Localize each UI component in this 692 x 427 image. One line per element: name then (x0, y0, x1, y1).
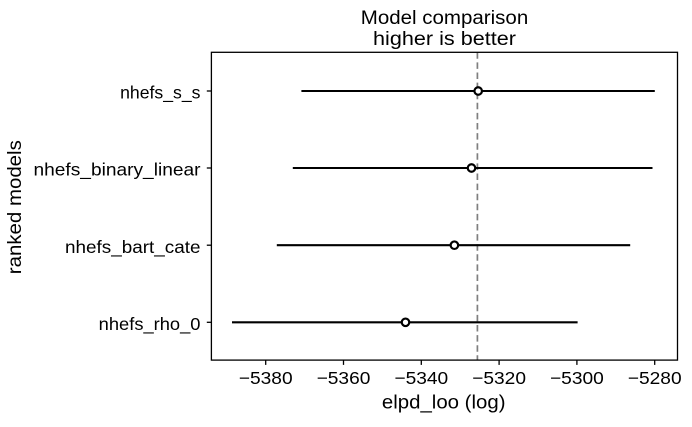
svg-text:nhefs_bart_cate: nhefs_bart_cate (65, 237, 201, 258)
svg-text:−5320: −5320 (472, 368, 526, 388)
svg-text:−5380: −5380 (239, 368, 293, 388)
svg-text:higher is better: higher is better (373, 29, 517, 50)
svg-text:−5300: −5300 (550, 368, 604, 388)
svg-text:nhefs_binary_linear: nhefs_binary_linear (34, 160, 201, 181)
svg-text:−5360: −5360 (317, 368, 371, 388)
svg-text:nhefs_rho_0: nhefs_rho_0 (99, 314, 201, 335)
svg-text:−5340: −5340 (394, 368, 448, 388)
svg-text:elpd_loo (log): elpd_loo (log) (382, 393, 506, 414)
svg-text:ranked models: ranked models (5, 140, 26, 274)
svg-text:nhefs_s_s: nhefs_s_s (120, 83, 201, 104)
svg-text:Model comparison: Model comparison (361, 8, 529, 29)
svg-text:−5280: −5280 (628, 368, 682, 388)
